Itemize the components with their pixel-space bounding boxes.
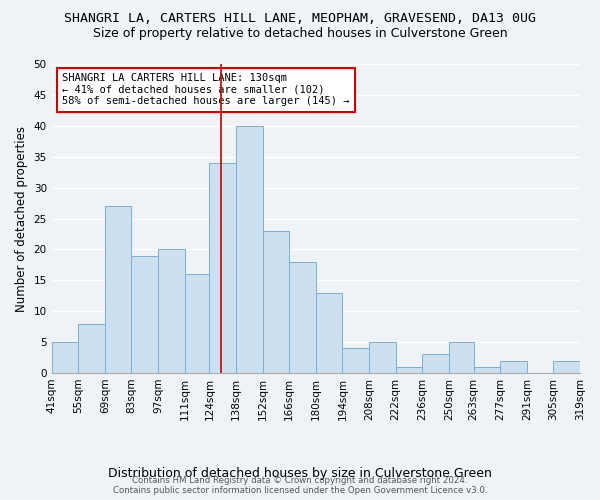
Bar — [158, 250, 185, 373]
Bar — [500, 360, 527, 373]
Bar — [449, 342, 473, 373]
Bar — [52, 342, 78, 373]
Y-axis label: Number of detached properties: Number of detached properties — [15, 126, 28, 312]
Bar — [395, 367, 422, 373]
Bar — [473, 367, 500, 373]
Bar — [343, 348, 369, 373]
Bar — [553, 360, 580, 373]
Bar — [209, 163, 236, 373]
Bar — [236, 126, 263, 373]
Bar — [289, 262, 316, 373]
Bar — [263, 231, 289, 373]
Bar — [131, 256, 158, 373]
Bar — [316, 292, 343, 373]
Text: SHANGRI LA, CARTERS HILL LANE, MEOPHAM, GRAVESEND, DA13 0UG: SHANGRI LA, CARTERS HILL LANE, MEOPHAM, … — [64, 12, 536, 26]
Bar — [185, 274, 209, 373]
Bar — [422, 354, 449, 373]
Bar — [78, 324, 105, 373]
Text: Distribution of detached houses by size in Culverstone Green: Distribution of detached houses by size … — [108, 468, 492, 480]
Text: Contains HM Land Registry data © Crown copyright and database right 2024.
Contai: Contains HM Land Registry data © Crown c… — [113, 476, 487, 495]
Bar — [369, 342, 395, 373]
Text: SHANGRI LA CARTERS HILL LANE: 130sqm
← 41% of detached houses are smaller (102)
: SHANGRI LA CARTERS HILL LANE: 130sqm ← 4… — [62, 74, 350, 106]
Text: Size of property relative to detached houses in Culverstone Green: Size of property relative to detached ho… — [92, 28, 508, 40]
Bar — [105, 206, 131, 373]
